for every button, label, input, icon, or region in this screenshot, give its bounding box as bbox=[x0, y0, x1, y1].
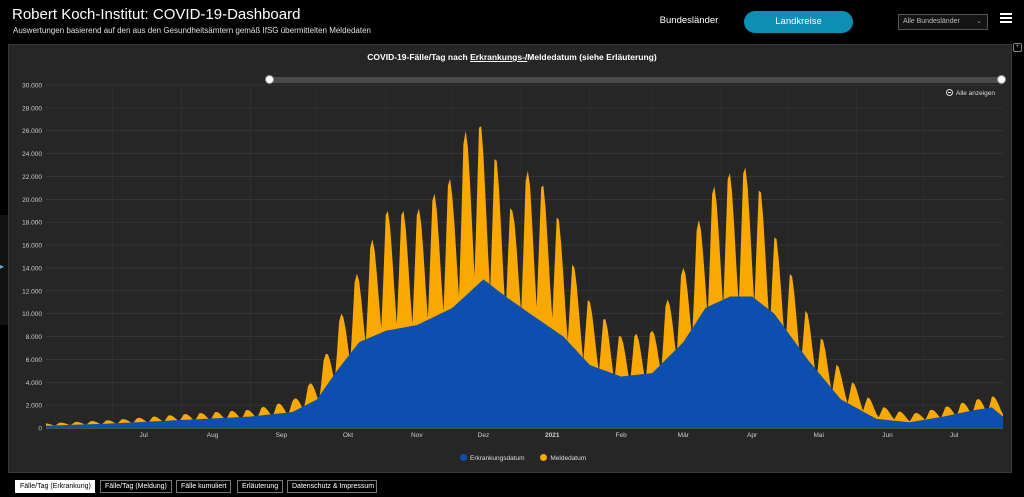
y-tick-label: 0 bbox=[38, 426, 42, 433]
y-tick-label: 30.000 bbox=[22, 83, 42, 90]
tab-explanation[interactable]: Erläuterung bbox=[237, 480, 283, 493]
x-tick-label: Okt bbox=[343, 432, 353, 439]
x-tick-label: Mai bbox=[813, 432, 823, 439]
chart-title: COVID-19-Fälle/Tag nach Erkrankungs-/Mel… bbox=[0, 52, 1024, 62]
x-tick-label: Nov bbox=[411, 432, 423, 439]
show-all-label: Alle anzeigen bbox=[956, 90, 996, 97]
zoom-handle-left[interactable] bbox=[265, 75, 274, 84]
x-tick-label: Sep bbox=[276, 432, 288, 439]
side-panel-handle[interactable] bbox=[0, 215, 8, 325]
x-tick-label: Mär bbox=[678, 432, 690, 439]
legend-dot-melde bbox=[540, 454, 548, 461]
y-tick-label: 22.000 bbox=[22, 174, 42, 181]
zoom-scrollbar[interactable] bbox=[270, 77, 1002, 83]
y-tick-label: 16.000 bbox=[22, 243, 42, 250]
nav-districts-button[interactable]: Landkreise bbox=[744, 11, 853, 33]
expand-icon[interactable]: + bbox=[1013, 43, 1022, 52]
legend-label-erkrankung: Erkrankungsdatum bbox=[470, 455, 525, 462]
app-title: Robert Koch-Institut: COVID-19-Dashboard bbox=[12, 6, 301, 23]
state-select[interactable]: Alle Bundesländer ⌄ bbox=[898, 14, 988, 30]
x-tick-label: Jun bbox=[882, 432, 893, 439]
tab-cases-cumulative[interactable]: Fälle kumuliert bbox=[176, 480, 231, 493]
header: Robert Koch-Institut: COVID-19-Dashboard… bbox=[0, 0, 1024, 42]
zoom-handle-right[interactable] bbox=[997, 75, 1006, 84]
chart-title-link[interactable]: Erkrankungs-/ bbox=[470, 52, 528, 62]
x-tick-label: 2021 bbox=[545, 432, 560, 439]
y-tick-label: 8.000 bbox=[26, 334, 43, 341]
legend-dot-erkrankung bbox=[460, 454, 467, 461]
hamburger-menu-icon[interactable] bbox=[1000, 13, 1012, 25]
y-tick-label: 18.000 bbox=[22, 220, 42, 227]
y-tick-label: 26.000 bbox=[22, 128, 42, 135]
app-subtitle: Auswertungen basierend auf den aus den G… bbox=[13, 26, 371, 35]
x-tick-label: Jul bbox=[950, 432, 959, 439]
y-tick-label: 24.000 bbox=[22, 151, 42, 158]
legend-item-erkrankung[interactable]: Erkrankungsdatum bbox=[460, 454, 525, 462]
x-tick-label: Dez bbox=[478, 432, 490, 439]
y-tick-label: 2.000 bbox=[26, 403, 43, 410]
x-tick-label: Apr bbox=[747, 432, 758, 439]
chart-title-pre: COVID-19-Fälle/Tag nach bbox=[367, 52, 471, 62]
chevron-down-icon: ⌄ bbox=[976, 18, 982, 25]
x-tick-label: Aug bbox=[207, 432, 219, 439]
legend-label-melde: Meldedatum bbox=[550, 455, 587, 462]
chevron-right-icon[interactable]: ▸ bbox=[0, 262, 5, 271]
legend-item-melde[interactable]: Meldedatum bbox=[540, 454, 586, 462]
chart-legend: Erkrankungsdatum Meldedatum bbox=[460, 454, 600, 462]
zoom-out-icon bbox=[946, 89, 953, 96]
nav-states-button[interactable]: Bundesländer bbox=[659, 15, 719, 26]
state-select-value: Alle Bundesländer bbox=[903, 18, 960, 25]
x-tick-label: Jul bbox=[140, 432, 149, 439]
series-area-erkrankungsdatum[interactable] bbox=[46, 279, 1003, 428]
y-tick-label: 20.000 bbox=[22, 197, 42, 204]
tab-cases-report[interactable]: Fälle/Tag (Meldung) bbox=[100, 480, 172, 493]
y-tick-label: 12.000 bbox=[22, 288, 42, 295]
x-tick-label: Feb bbox=[615, 432, 627, 439]
tab-privacy-imprint[interactable]: Datenschutz & Impressum bbox=[287, 480, 377, 493]
y-tick-label: 10.000 bbox=[22, 311, 42, 318]
tab-cases-onset[interactable]: Fälle/Tag (Erkrankung) bbox=[15, 480, 95, 493]
show-all-button[interactable]: Alle anzeigen bbox=[946, 89, 995, 97]
y-tick-label: 14.000 bbox=[22, 265, 42, 272]
y-tick-label: 28.000 bbox=[22, 105, 42, 112]
chart-title-post: Meldedatum (siehe Erläuterung) bbox=[527, 52, 657, 62]
y-tick-label: 6.000 bbox=[26, 357, 43, 364]
y-tick-label: 4.000 bbox=[26, 380, 43, 387]
